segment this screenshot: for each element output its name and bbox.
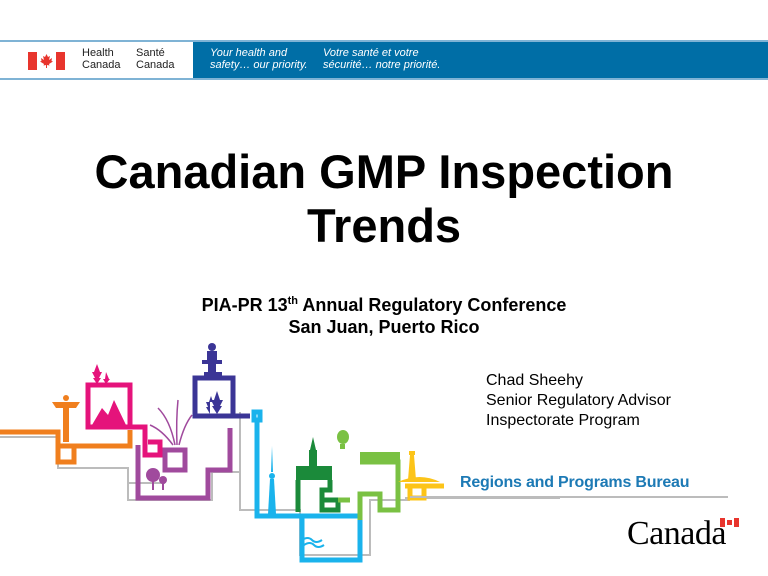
waves-icon bbox=[301, 537, 325, 548]
grass-icon bbox=[149, 399, 193, 446]
presenter-info: Chad Sheehy Senior Regulatory Advisor In… bbox=[486, 371, 671, 431]
title-line1: Canadian GMP Inspection bbox=[94, 145, 674, 198]
tagline-en-line1: Your health and bbox=[210, 47, 288, 59]
peace-tower-icon bbox=[296, 437, 332, 480]
subtitle-line1: PIA-PR 13th Annual Regulatory Conference bbox=[0, 290, 768, 316]
tagline-en-line2: safety… our priority. bbox=[210, 59, 308, 71]
header-banner: Health Canada Santé Canada Your health a… bbox=[0, 40, 768, 80]
pine-trees-icon bbox=[92, 364, 110, 384]
cn-tower-icon bbox=[268, 446, 276, 514]
subtitle-prefix: PIA-PR 13 bbox=[201, 295, 288, 315]
slide-title: Canadian GMP Inspection Trends bbox=[0, 145, 768, 253]
bureau-divider bbox=[410, 496, 728, 498]
balloon-icon bbox=[337, 430, 349, 449]
tagline-fr: Votre santé et votre sécurité… notre pri… bbox=[323, 47, 440, 71]
presenter-title: Senior Regulatory Advisor bbox=[486, 392, 671, 409]
totem-icon bbox=[52, 395, 80, 442]
canada-flag-icon bbox=[28, 52, 65, 70]
subtitle-ordinal: th bbox=[287, 295, 299, 307]
inukshuk-icon bbox=[202, 343, 222, 376]
tagline-en: Your health and safety… our priority. bbox=[210, 47, 308, 71]
dept-fr-line2: Canada bbox=[136, 59, 175, 71]
presenter-program: Inspectorate Program bbox=[486, 412, 640, 429]
regions-illustration bbox=[0, 343, 560, 563]
dept-fr-line1: Santé bbox=[136, 47, 165, 59]
subtitle-line2: San Juan, Puerto Rico bbox=[288, 317, 480, 337]
slide-subtitle: PIA-PR 13th Annual Regulatory Conference… bbox=[0, 290, 768, 338]
pine-trees-icon bbox=[206, 391, 223, 414]
presenter-name: Chad Sheehy bbox=[486, 372, 583, 389]
tagline-fr-line2: sécurité… notre priorité. bbox=[323, 59, 441, 71]
title-line2: Trends bbox=[306, 199, 462, 252]
department-name-en: Health Canada bbox=[82, 47, 121, 71]
wordmark-flag-icon bbox=[720, 518, 739, 527]
mountain-icon bbox=[92, 400, 126, 425]
dept-en-line1: Health bbox=[82, 47, 114, 59]
dept-en-line2: Canada bbox=[82, 59, 121, 71]
canada-wordmark: Canada bbox=[627, 515, 726, 552]
building-icon bbox=[360, 452, 400, 462]
banner-blue-panel: Your health and safety… our priority. Vo… bbox=[193, 42, 768, 78]
department-name-fr: Santé Canada bbox=[136, 47, 175, 71]
subtitle-suffix: Annual Regulatory Conference bbox=[298, 295, 567, 315]
tagline-fr-line1: Votre santé et votre bbox=[323, 47, 419, 59]
bureau-name: Regions and Programs Bureau bbox=[460, 474, 690, 491]
tree-icon bbox=[146, 468, 167, 490]
lighthouse-icon bbox=[398, 451, 440, 482]
